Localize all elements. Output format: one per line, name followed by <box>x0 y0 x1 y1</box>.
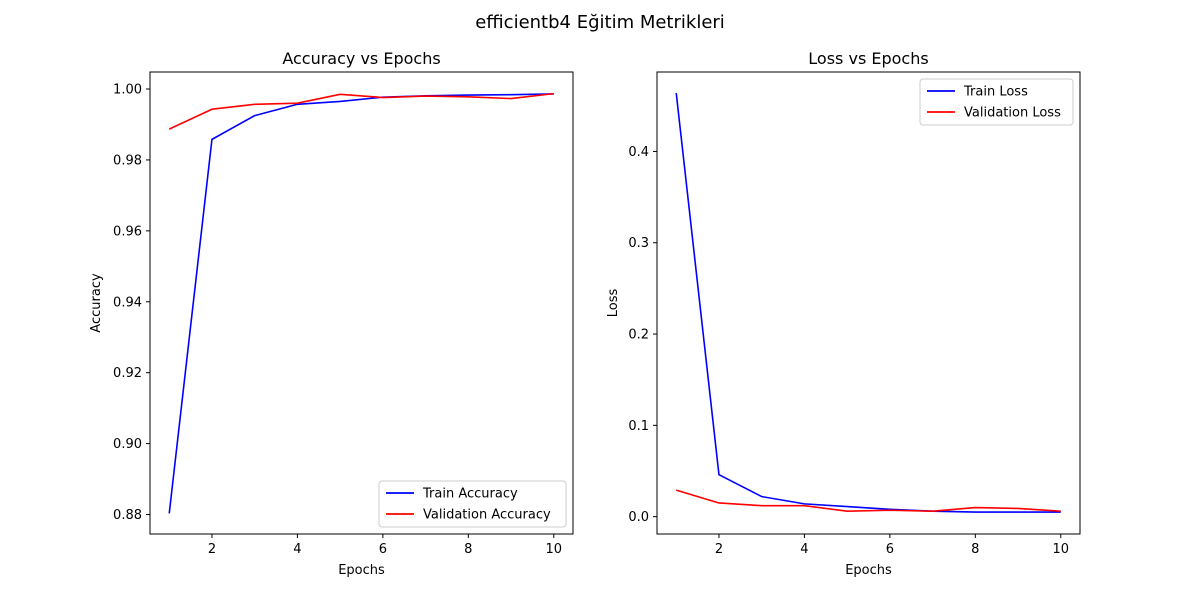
acc-legend: Train Accuracy Validation Accuracy <box>378 480 567 528</box>
acc-legend-box <box>378 480 567 528</box>
loss-y-tick-label: 0.3 <box>628 236 649 251</box>
loss-y-tick-label: 0.0 <box>628 510 649 525</box>
acc-y-tick-label: 1.00 <box>113 83 142 98</box>
loss-x-tick-label: 2 <box>715 542 723 557</box>
loss-legend-box <box>919 78 1074 126</box>
loss-legend: Train Loss Validation Loss <box>919 78 1074 126</box>
acc-legend-label: Validation Accuracy <box>423 508 551 523</box>
loss-y-tick-label: 0.4 <box>628 145 649 160</box>
loss-y-tick-label: 0.1 <box>628 419 649 434</box>
acc-x-tick-label: 8 <box>464 542 472 557</box>
loss-axes-frame <box>656 71 1081 535</box>
loss-x-axis-label: Epochs <box>845 563 892 578</box>
acc-legend-label: Train Accuracy <box>422 487 518 502</box>
acc-x-tick-label: 6 <box>379 542 387 557</box>
loss-x-tick-label: 4 <box>800 542 808 557</box>
loss-x-tick-label: 8 <box>971 542 979 557</box>
loss-series-line-train <box>675 92 1061 513</box>
acc-series-line-validation <box>168 92 554 130</box>
acc-y-tick-label: 0.94 <box>113 295 142 310</box>
loss-axes: Loss vs Epochs 2 4 6 8 10 0.0 0.1 0.2 0.3 0.4 Epoch… <box>606 49 1081 578</box>
acc-x-tick-label: 4 <box>293 542 301 557</box>
acc-axes-frame <box>149 71 574 535</box>
loss-legend-label: Validation Loss <box>964 106 1061 121</box>
acc-series-line-train <box>168 93 554 514</box>
acc-y-tick-label: 0.96 <box>113 224 142 239</box>
loss-legend-label: Train Loss <box>963 85 1028 100</box>
acc-y-tick-label: 0.92 <box>113 366 142 381</box>
loss-y-axis-label: Loss <box>606 289 621 318</box>
plots-container: Accuracy vs Epochs 2 4 6 8 10 0.88 0.90 0.92 0.94… <box>89 49 1081 578</box>
acc-x-tick-label: 10 <box>545 542 562 557</box>
figure-suptitle: efficientb4 Eğitim Metrikleri <box>475 12 725 33</box>
acc-y-tick-label: 0.90 <box>113 437 142 452</box>
acc-y-tick-label: 0.98 <box>113 153 142 168</box>
acc-axes: Accuracy vs Epochs 2 4 6 8 10 0.88 0.90 0.92 0.94… <box>89 49 574 578</box>
loss-x-tick-label: 10 <box>1052 542 1069 557</box>
loss-y-tick-label: 0.2 <box>628 328 649 343</box>
acc-x-tick-label: 2 <box>208 542 216 557</box>
loss-chart-title: Loss vs Epochs <box>808 49 928 68</box>
loss-x-tick-label: 6 <box>886 542 894 557</box>
acc-chart-title: Accuracy vs Epochs <box>282 49 440 68</box>
acc-y-tick-label: 0.88 <box>113 508 142 523</box>
loss-series-line-validation <box>676 489 1061 512</box>
acc-y-axis-label: Accuracy <box>89 273 104 333</box>
acc-x-axis-label: Epochs <box>338 563 385 578</box>
